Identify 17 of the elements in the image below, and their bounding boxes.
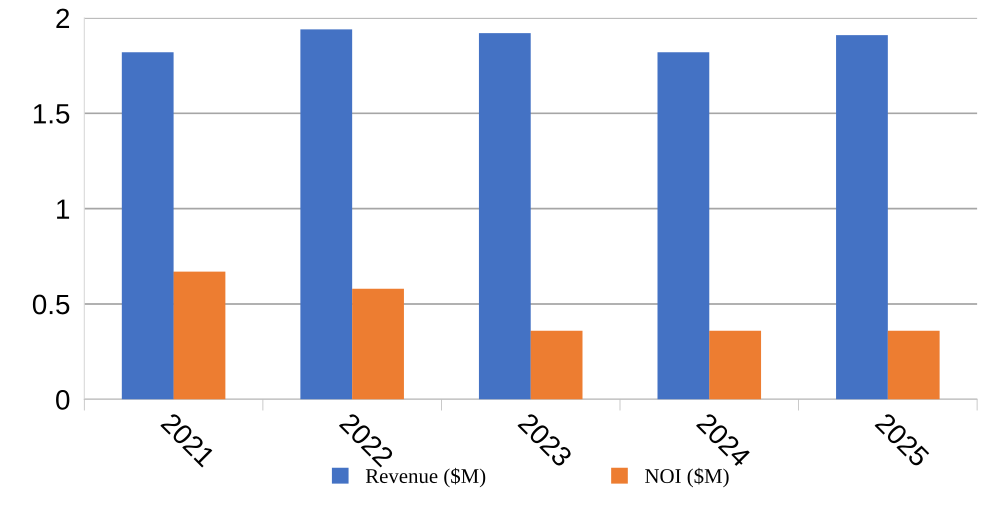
legend-label: Revenue ($M) xyxy=(366,468,486,488)
bar xyxy=(709,330,762,400)
y-tick-label: 1 xyxy=(57,200,70,219)
y-tick-label: 2 xyxy=(56,8,70,28)
bar xyxy=(174,272,226,400)
bar xyxy=(530,330,582,400)
y-tick-label: 1.5 xyxy=(34,104,70,124)
bar xyxy=(478,33,531,400)
bar xyxy=(658,52,710,400)
y-tick-label: 0 xyxy=(56,390,70,410)
bar xyxy=(888,330,940,400)
bar xyxy=(122,52,174,400)
y-tick-label: 0.5 xyxy=(32,294,70,314)
bar xyxy=(352,288,404,400)
bar xyxy=(836,35,888,400)
bar xyxy=(300,29,352,400)
legend-label: NOI ($M) xyxy=(645,468,729,488)
